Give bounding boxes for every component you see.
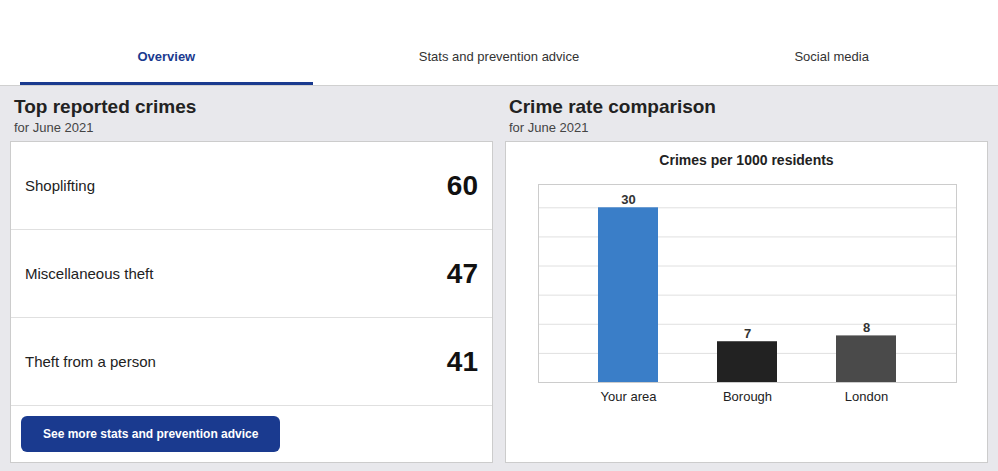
html-text:Social media: Social media (794, 49, 869, 64)
html-text:Top reported crimes: Top reported crimes (14, 96, 197, 117)
svg-text:7: 7 (743, 326, 750, 341)
svg-text:8: 8 (862, 320, 869, 335)
svg-text:Your area: Your area (600, 389, 657, 404)
html-text:See more stats and prevention: See more stats and prevention advice (43, 427, 259, 441)
html-text:Crimes per 1000 residents: Crimes per 1000 residents (659, 152, 834, 168)
html-text:47: 47 (446, 257, 478, 289)
html-text:41: 41 (446, 345, 478, 377)
html-text:60: 60 (446, 169, 478, 201)
html-text:Crime rate comparison: Crime rate comparison (509, 96, 716, 117)
html-text:for June 2021: for June 2021 (509, 120, 589, 135)
svg-text:Borough: Borough (722, 389, 771, 404)
html-text:Theft from a person: Theft from a person (25, 353, 156, 370)
svg-text:30: 30 (621, 192, 635, 207)
html-text:Shoplifting: Shoplifting (25, 177, 96, 194)
html-text:Miscellaneous theft: Miscellaneous theft (25, 265, 154, 282)
html-text:Stats and prevention advice: Stats and prevention advice (418, 49, 580, 64)
svg-text:London: London (844, 389, 887, 404)
html-text:for June 2021: for June 2021 (14, 120, 94, 135)
html-text:Overview: Overview (137, 49, 196, 64)
